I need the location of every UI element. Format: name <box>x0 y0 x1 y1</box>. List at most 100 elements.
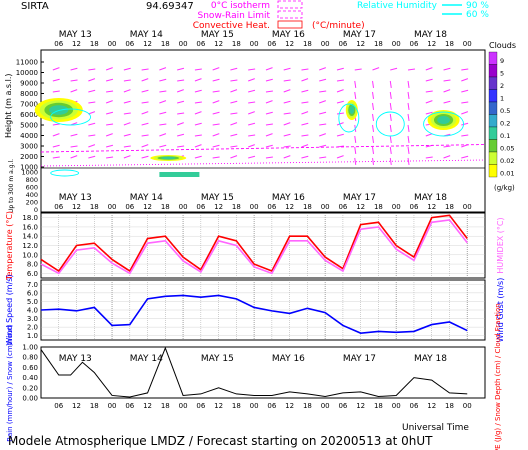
wind-arrow <box>407 102 410 110</box>
wind-arrow <box>372 113 375 121</box>
colorbar-title: Clouds <box>489 41 516 50</box>
legend-right: Relative Humidity 90 %60 % <box>357 1 489 20</box>
wind-arrow <box>390 67 398 71</box>
day-label: MAY 13 <box>59 354 92 364</box>
day-label: MAY 15 <box>201 193 234 203</box>
wind-arrow <box>425 156 433 159</box>
hour-tick-label: 12 <box>427 402 436 410</box>
wind-arrow <box>52 78 60 82</box>
series-line <box>40 346 468 398</box>
hour-tick-label: 06 <box>338 402 347 410</box>
hour-tick-label: 12 <box>285 40 294 48</box>
colorbar-swatch <box>488 151 498 165</box>
wind-arrow <box>461 122 469 126</box>
wind-arrow <box>88 134 96 137</box>
wind-arrow <box>354 68 362 71</box>
wind-arrow <box>461 78 469 82</box>
day-label: MAY 15 <box>201 354 234 364</box>
colorbar-unit: (g/kg) <box>494 184 515 192</box>
day-label: MAY 16 <box>272 193 305 203</box>
wind-arrow <box>88 111 96 115</box>
wind-arrow <box>248 101 256 104</box>
wind-arrow <box>106 123 114 126</box>
colorbar-swatch <box>488 64 498 78</box>
wind-arrow <box>372 67 380 71</box>
wind-arrow <box>194 155 202 159</box>
day-label: MAY 18 <box>414 193 447 203</box>
hour-tick-label: 18 <box>161 402 170 410</box>
hour-tick-label: 00 <box>250 203 259 211</box>
wind-arrow <box>283 112 291 115</box>
wind-panel: 7.06.05.04.03.02.01.0 Wind Speed (m/s) Win… <box>5 274 505 345</box>
isotherm-line <box>40 144 486 153</box>
wind-arrow <box>194 101 202 104</box>
colorbar-swatch <box>488 164 498 178</box>
hour-tick-label: 12 <box>356 402 365 410</box>
wind-arrow <box>194 134 202 137</box>
wind-arrow <box>461 89 469 93</box>
wind-arrow <box>52 144 60 148</box>
wind-arrow <box>123 155 131 159</box>
wind-arrow <box>265 123 273 126</box>
wind-arrow <box>407 146 410 154</box>
hour-tick-label: 00 <box>108 40 117 48</box>
hour-tick-label: 18 <box>232 203 241 211</box>
wind-arrow <box>265 67 273 71</box>
hour-tick-label: 18 <box>374 203 383 211</box>
y-tick-label: 7.0 <box>27 281 38 289</box>
y-tick-label: 2000 <box>20 153 38 161</box>
y-tick-label: 0 <box>34 206 38 214</box>
wind-arrow <box>461 68 469 71</box>
hour-tick-label: 06 <box>338 203 347 211</box>
wind-arrow <box>265 144 273 148</box>
y-tick-label: 0.80 <box>22 354 38 362</box>
wind-arrow <box>177 145 185 148</box>
wind-arrow <box>212 100 220 104</box>
wind-arrow <box>212 144 220 148</box>
wind-arrow <box>425 78 433 82</box>
rh-contour <box>423 111 465 137</box>
day-label: MAY 16 <box>272 354 305 364</box>
y-tick-label: 600 <box>26 184 38 192</box>
wind-arrow <box>389 102 392 110</box>
wind-arrow <box>301 78 309 82</box>
wind-arrow <box>141 101 149 104</box>
y-tick-label: 10.0 <box>22 251 38 259</box>
hour-tick-label: 00 <box>108 203 117 211</box>
hour-tick-label: 18 <box>445 40 454 48</box>
wind-arrow <box>70 133 78 137</box>
y-tick-label: 9000 <box>20 80 38 88</box>
wind-arrow <box>407 68 416 71</box>
wind-arrow <box>407 135 410 143</box>
hour-tick-label: 06 <box>196 402 205 410</box>
colorbar-swatch <box>488 101 498 115</box>
hour-tick-label: 00 <box>463 40 472 48</box>
hour-tick-label: 12 <box>427 203 436 211</box>
wind-arrow <box>319 100 326 104</box>
colorbar-swatch <box>488 89 498 103</box>
colorbar-swatch <box>488 51 498 65</box>
wind-arrow <box>283 145 291 148</box>
day-label: MAY 14 <box>130 30 163 40</box>
legend-left-label: Convective Heat. <box>193 21 270 31</box>
wind-arrow <box>70 145 78 148</box>
hour-tick-label: 00 <box>108 402 117 410</box>
wind-arrow <box>141 155 149 159</box>
wind-arrow <box>176 89 184 93</box>
y-axis-label: Rain (mm/hour) / Snow (cm/hour) <box>6 324 14 442</box>
y-tick-label: 2.0 <box>27 324 38 332</box>
wind-arrow <box>301 101 309 104</box>
wind-arrow <box>88 155 96 159</box>
hour-tick-label: 00 <box>321 203 330 211</box>
wind-arrow <box>141 78 149 82</box>
wind-arrow <box>52 133 60 137</box>
wind-arrow <box>265 111 273 115</box>
cloud-contour <box>349 106 355 114</box>
wind-arrow <box>336 67 344 71</box>
panel-frame <box>40 346 486 399</box>
day-label: MAY 18 <box>414 30 447 40</box>
colorbar-tick: 9 <box>500 57 504 65</box>
day-label: MAY 13 <box>59 30 92 40</box>
hour-tick-label: 06 <box>54 402 63 410</box>
snow-limit-line <box>40 159 486 167</box>
